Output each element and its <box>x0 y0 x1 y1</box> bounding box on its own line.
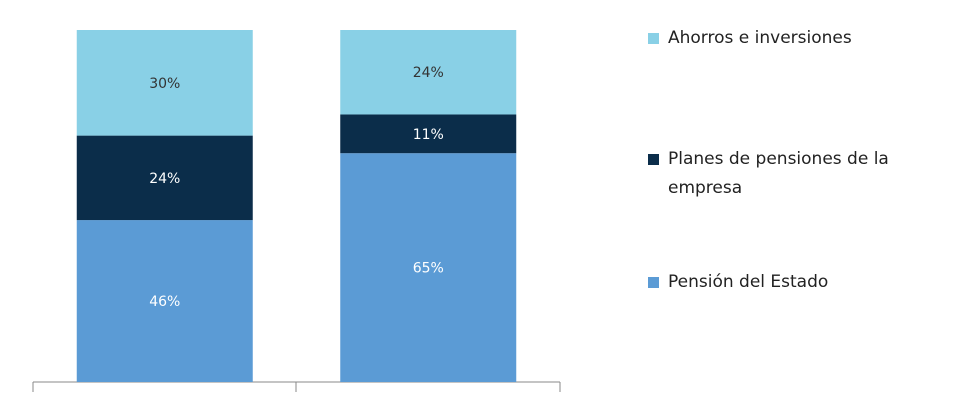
legend-label: Pensión del Estado <box>668 272 829 292</box>
legend-swatch <box>648 33 659 44</box>
value-label: 24% <box>413 65 444 81</box>
bar-segment <box>340 114 517 154</box>
legend-label: Planes de pensiones de la empresa <box>668 149 889 198</box>
legend-swatch <box>648 277 659 288</box>
bar-segment <box>76 220 253 382</box>
value-label: 30% <box>149 76 180 92</box>
legend-item: Pensión del Estado <box>648 268 918 297</box>
legend-item: Ahorros e inversiones <box>648 24 918 53</box>
value-label: 65% <box>413 261 444 277</box>
legend-item: Planes de pensiones de la empresa <box>648 145 918 203</box>
value-label: 46% <box>149 294 180 310</box>
bar-segment <box>340 30 517 115</box>
bar-segment <box>340 153 517 382</box>
value-label: 11% <box>413 127 444 143</box>
legend-label: Ahorros e inversiones <box>668 28 852 48</box>
value-label: 24% <box>149 171 180 187</box>
bar-segment <box>76 30 253 136</box>
bar-segment <box>76 135 253 221</box>
legend-swatch <box>648 154 659 165</box>
